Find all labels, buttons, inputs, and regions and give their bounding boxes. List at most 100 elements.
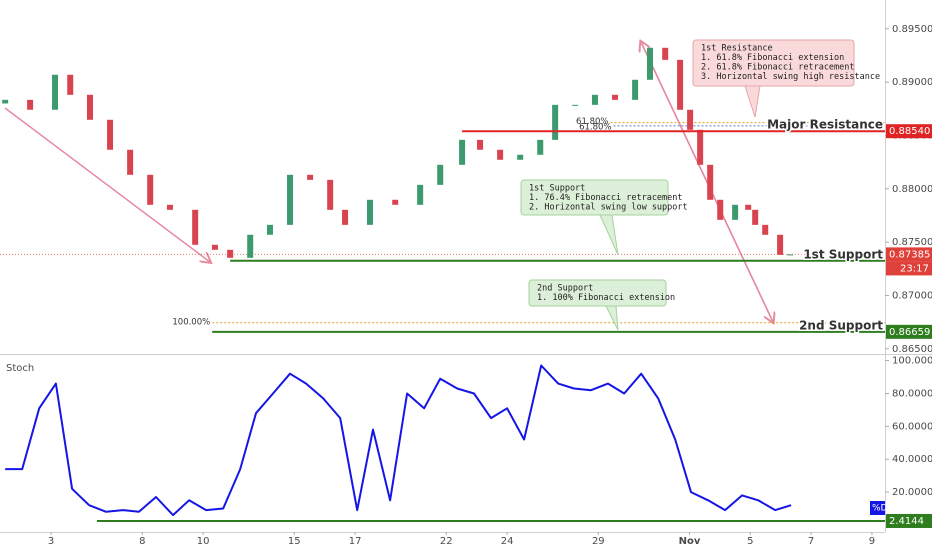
price-tag — [886, 124, 932, 139]
candle — [537, 139, 544, 155]
x-tick-label: 22 — [440, 536, 453, 547]
candle — [459, 139, 466, 165]
candle — [612, 94, 619, 100]
y-tick-label: 20.0000 — [892, 487, 932, 498]
candle — [497, 149, 504, 160]
level-name: Major Resistance — [767, 118, 883, 132]
candle — [211, 244, 218, 250]
callout-text: 1st Resistance — [701, 44, 773, 54]
callout-text: 3. Horizontal swing high resistance — [701, 72, 880, 82]
callout-box — [528, 279, 667, 307]
trend-arrow — [640, 41, 773, 322]
callout-text: 1. 100% Fibonacci extension — [537, 293, 675, 303]
x-tick-label: 9 — [869, 536, 875, 547]
candle — [86, 94, 93, 120]
candle — [107, 119, 114, 150]
y-tick-label: 60.0000 — [892, 421, 932, 432]
y-tick-label: 40.0000 — [892, 454, 932, 465]
y-tick-label: 0.86500 — [892, 344, 932, 355]
candle — [287, 174, 294, 225]
candle — [762, 224, 769, 235]
candle — [366, 199, 373, 225]
callout-text: 2. Horizontal swing low support — [529, 203, 688, 213]
legend-box — [870, 501, 885, 515]
candle — [707, 164, 714, 200]
candle — [632, 79, 639, 100]
candle — [646, 47, 653, 80]
callout-text: 1. 76.4% Fibonacci retracement — [529, 193, 683, 203]
callout-box — [520, 179, 669, 216]
candle — [677, 59, 684, 110]
candle — [266, 224, 273, 235]
candle — [752, 209, 759, 225]
fib-label: 61.80% — [579, 122, 611, 132]
x-tick-label: 29 — [592, 536, 605, 547]
x-tick-label: Nov — [679, 536, 701, 547]
price-tag-label: 0.88540 — [889, 126, 930, 137]
y-tick-label: 80.0000 — [892, 388, 932, 399]
candle — [147, 174, 154, 205]
candle — [327, 179, 334, 210]
level-name: 2nd Support — [799, 318, 883, 332]
candle — [192, 209, 199, 245]
candle — [732, 204, 739, 220]
countdown: 23:17 — [900, 263, 929, 274]
callout-text: 1st Support — [529, 184, 585, 194]
callout-text: 2nd Support — [537, 284, 593, 294]
legend-label: %D — [872, 504, 888, 514]
candle — [127, 149, 134, 175]
candle — [687, 109, 694, 130]
candle — [697, 129, 704, 165]
x-tick-label: 7 — [808, 536, 814, 547]
candle — [247, 234, 254, 258]
stoch-line — [5, 364, 792, 517]
y-tick-label: 0.89000 — [892, 77, 932, 88]
candle — [52, 74, 59, 110]
candle — [437, 164, 444, 185]
x-tick-label: 5 — [747, 536, 753, 547]
x-tick-label: 3 — [48, 536, 54, 547]
price-tag — [886, 513, 932, 528]
price-tag — [886, 247, 932, 262]
x-tick-label: 8 — [139, 536, 145, 547]
candle — [662, 47, 669, 60]
price-tag-label: 0.86659 — [889, 327, 930, 338]
candle — [67, 74, 74, 95]
candle — [307, 174, 314, 180]
countdown-box — [886, 261, 932, 276]
callout-text: 2. 61.8% Fibonacci retracement — [701, 63, 855, 73]
y-tick-label: 0.87500 — [892, 237, 932, 248]
candle — [166, 204, 173, 210]
fib-label: 61.80% — [576, 117, 608, 127]
candle — [227, 249, 234, 258]
callout-box — [692, 39, 855, 87]
fib-label: 100.00% — [172, 317, 210, 327]
pane-title: Stoch — [6, 363, 34, 374]
callout-text: 1. 61.8% Fibonacci extension — [701, 53, 844, 63]
y-tick-label: 0.87000 — [892, 290, 932, 301]
level-name: 1st Support — [803, 247, 883, 261]
candle — [342, 209, 349, 225]
candle — [477, 139, 484, 150]
y-tick-label: 0.88000 — [892, 184, 932, 195]
candle — [417, 184, 424, 205]
price-tag-label: 2.4144 — [889, 516, 924, 527]
candle — [27, 99, 34, 110]
candle — [517, 154, 524, 160]
candle — [787, 254, 794, 256]
y-tick-label: 100.0000 — [892, 356, 932, 367]
candle — [552, 104, 559, 140]
candle — [745, 204, 752, 210]
candle — [572, 104, 579, 106]
price-tag — [886, 324, 932, 339]
x-tick-label: 10 — [197, 536, 210, 547]
x-tick-label: 17 — [349, 536, 362, 547]
x-tick-label: 15 — [288, 536, 301, 547]
candle — [2, 99, 9, 104]
candle — [777, 234, 784, 255]
price-tag-label: 0.87385 — [889, 249, 930, 260]
candle — [717, 199, 724, 220]
trend-arrow — [4, 107, 210, 262]
